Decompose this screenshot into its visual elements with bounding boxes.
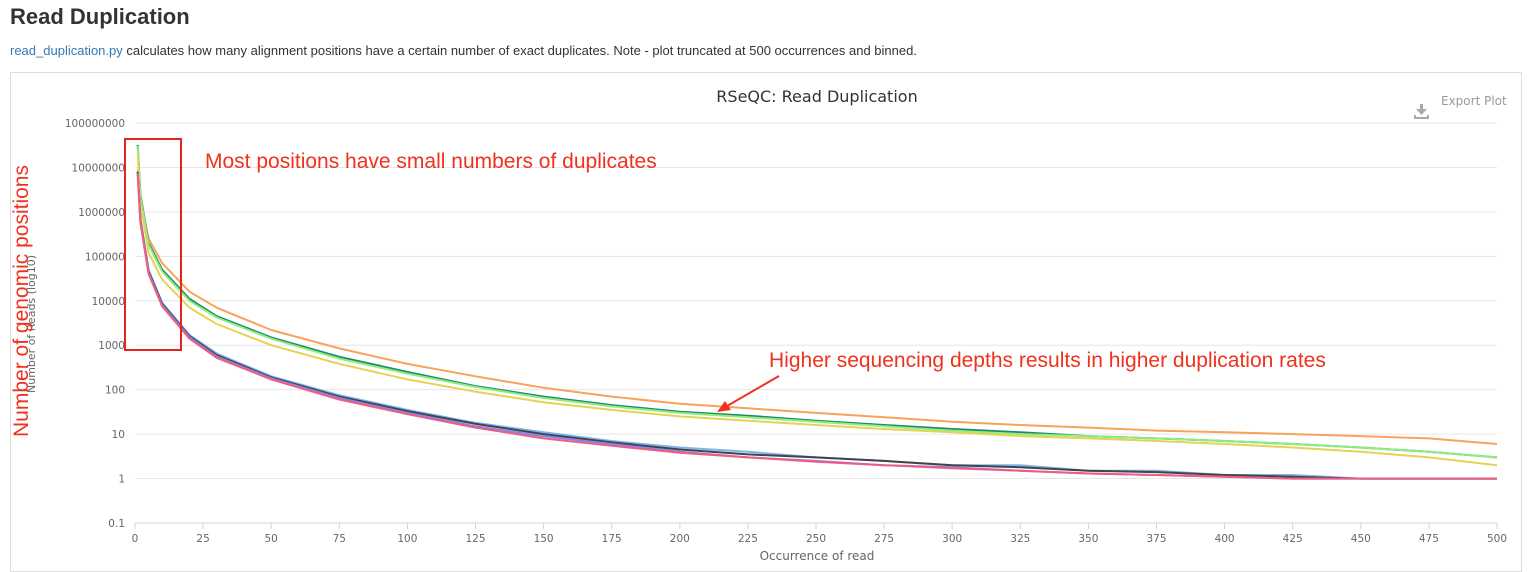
x-tick-label: 150 (534, 533, 554, 545)
y-tick-label: 10000000 (72, 162, 125, 174)
read-duplication-link[interactable]: read_duplication.py (10, 43, 123, 58)
x-tick-label: 50 (265, 533, 278, 545)
y-tick-label: 1 (118, 474, 125, 486)
series-line-4[interactable] (136, 154, 1498, 467)
series-line-5[interactable] (136, 171, 1497, 480)
read-duplication-chart: 0.11101001000100001000001000000100000001… (11, 87, 1507, 563)
series-line-1[interactable] (136, 169, 1498, 445)
y-tick-label: 0.1 (108, 518, 125, 530)
x-tick-label: 100 (397, 533, 417, 545)
x-tick-label: 300 (942, 533, 962, 545)
x-tick-label: 500 (1487, 533, 1507, 545)
x-axis-label: Occurrence of read (760, 549, 875, 563)
y-tick-label: 10 (112, 429, 125, 441)
x-tick-label: 175 (602, 533, 622, 545)
export-plot-button[interactable]: Export Plot (1414, 94, 1507, 119)
x-tick-label: 275 (874, 533, 894, 545)
y-tick-label: 100 (105, 385, 125, 397)
x-tick-label: 250 (806, 533, 826, 545)
series-line-6[interactable] (136, 171, 1497, 480)
y-tick-label: 1000 (98, 340, 125, 352)
section-title: Read Duplication (10, 4, 190, 29)
highlight-box (124, 138, 182, 351)
x-tick-label: 225 (738, 533, 758, 545)
axes-layer: 0.11101001000100001000001000000100000001… (65, 118, 1507, 545)
chart-title: RSeQC: Read Duplication (716, 87, 917, 106)
small-duplicates-note: Most positions have small numbers of dup… (205, 150, 657, 173)
series-line-8[interactable] (136, 174, 1497, 480)
y-tick-label: 1000000 (78, 207, 125, 219)
series-line-3[interactable] (136, 146, 1498, 459)
x-tick-label: 25 (196, 533, 209, 545)
x-tick-label: 400 (1215, 533, 1235, 545)
x-tick-label: 125 (465, 533, 485, 545)
x-tick-label: 425 (1283, 533, 1303, 545)
number-of-genomic-positions-label: Number of genomic positions (11, 165, 33, 437)
series-line-7[interactable] (136, 172, 1497, 480)
annotation-arrow (717, 375, 780, 412)
x-tick-label: 450 (1351, 533, 1371, 545)
description-text: calculates how many alignment positions … (122, 43, 917, 58)
x-tick-label: 325 (1010, 533, 1030, 545)
x-tick-label: 350 (1078, 533, 1098, 545)
sequencing-depth-note: Higher sequencing depths results in high… (769, 349, 1326, 372)
plot-container: 0.1 1 10 100 1000 10000 100000 1000000 10000000 1… (10, 72, 1522, 572)
x-tick-label: 200 (670, 533, 690, 545)
y-tick-label: 100000 (85, 251, 125, 263)
y-tick-label: 10000 (92, 296, 125, 308)
export-plot-label: Export Plot (1441, 94, 1507, 108)
x-tick-label: 375 (1146, 533, 1166, 545)
y-axis-label: Number of Reads (log10) (25, 255, 38, 393)
section-description: read_duplication.py calculates how many … (10, 43, 917, 58)
x-tick-label: 75 (333, 533, 346, 545)
grid-layer (135, 122, 1497, 524)
x-tick-label: 475 (1419, 533, 1439, 545)
series-layer (136, 144, 1498, 480)
y-tick-label: 100000000 (65, 118, 125, 130)
download-icon (1414, 104, 1429, 119)
x-tick-label: 0 (132, 533, 139, 545)
